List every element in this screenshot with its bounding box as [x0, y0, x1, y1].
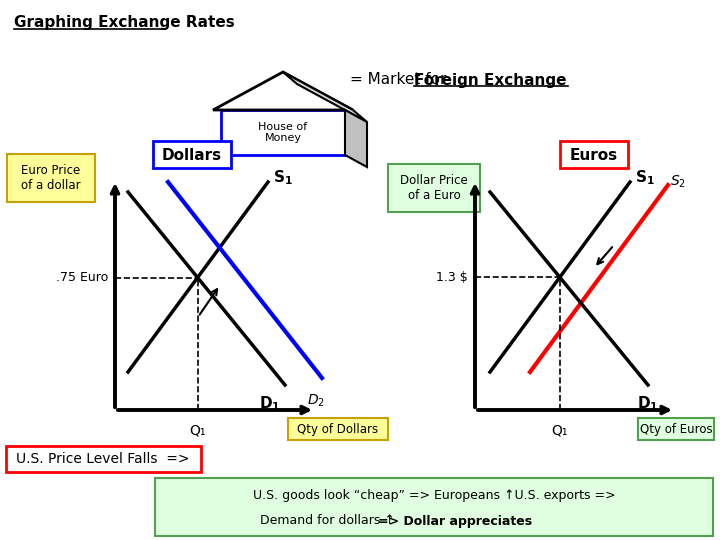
Text: 1.3 $: 1.3 $ [436, 271, 468, 284]
Text: = Market for: = Market for [350, 72, 451, 87]
Polygon shape [345, 110, 367, 167]
Text: $\mathbf{S_1}$: $\mathbf{S_1}$ [635, 168, 654, 187]
FancyBboxPatch shape [560, 141, 628, 168]
FancyBboxPatch shape [155, 478, 713, 536]
Text: Euro Price
of a dollar: Euro Price of a dollar [21, 164, 81, 192]
Text: $\mathbf{S_1}$: $\mathbf{S_1}$ [273, 168, 293, 187]
Text: Foreign Exchange: Foreign Exchange [414, 72, 567, 87]
Text: $\mathbf{D_1}$: $\mathbf{D_1}$ [259, 394, 281, 413]
Text: House of
Money: House of Money [258, 122, 307, 143]
FancyBboxPatch shape [6, 446, 201, 472]
Text: $S_2$: $S_2$ [670, 174, 686, 190]
Text: Graphing Exchange Rates: Graphing Exchange Rates [14, 15, 235, 30]
Polygon shape [283, 72, 367, 122]
Text: Dollar Price
of a Euro: Dollar Price of a Euro [400, 174, 468, 202]
Text: Euros: Euros [570, 147, 618, 163]
Text: .75 Euro: .75 Euro [55, 271, 108, 284]
Text: $D_2$: $D_2$ [307, 393, 325, 409]
Text: Q₁: Q₁ [552, 424, 568, 438]
Text: U.S. goods look “cheap” => Europeans ↑U.S. exports =>: U.S. goods look “cheap” => Europeans ↑U.… [253, 489, 616, 503]
FancyBboxPatch shape [388, 164, 480, 212]
FancyBboxPatch shape [7, 154, 95, 202]
Text: Demand for dollars ↑: Demand for dollars ↑ [260, 515, 411, 528]
FancyBboxPatch shape [288, 418, 388, 440]
Bar [221, 110, 345, 155]
Text: => Dollar appreciates: => Dollar appreciates [378, 515, 532, 528]
FancyBboxPatch shape [638, 418, 714, 440]
Text: Qty of Dollars: Qty of Dollars [297, 422, 379, 435]
Text: U.S. Price Level Falls  =>: U.S. Price Level Falls => [17, 452, 190, 466]
Text: Q₁: Q₁ [189, 424, 206, 438]
Text: $\mathbf{D_1}$: $\mathbf{D_1}$ [637, 394, 659, 413]
FancyBboxPatch shape [153, 141, 231, 168]
Text: Dollars: Dollars [162, 147, 222, 163]
Text: Qty of Euros: Qty of Euros [639, 422, 712, 435]
